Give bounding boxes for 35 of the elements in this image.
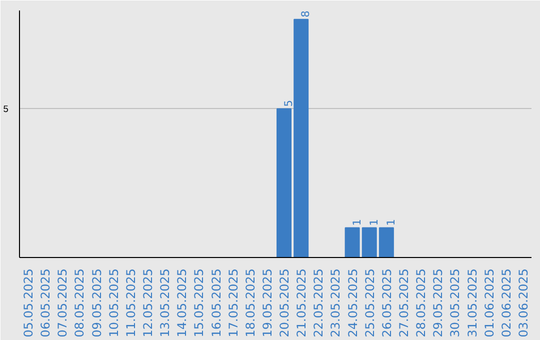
x-tick-label: 21.05.2025	[294, 268, 309, 338]
x-tick-label: 23.05.2025	[328, 268, 343, 338]
x-tick-label: 13.05.2025	[158, 268, 172, 338]
data-label: 5	[282, 100, 296, 107]
x-tick-label: 11.05.2025	[124, 268, 138, 338]
x-tick-label: 25.05.2025	[362, 268, 377, 338]
x-tick-label: 26.05.2025	[380, 268, 394, 338]
x-tick-label: 20.05.2025	[278, 268, 292, 338]
data-label: 1	[384, 218, 398, 226]
x-tick-label: 17.05.2025	[226, 268, 240, 338]
data-label: 1	[350, 218, 364, 226]
x-tick-label: 19.05.2025	[260, 268, 274, 338]
data-label: 8	[299, 10, 312, 18]
x-tick-label: 27.05.2025	[397, 268, 411, 338]
x-tick-label: 06.05.2025	[38, 268, 53, 338]
x-tick-label: 12.05.2025	[141, 268, 155, 338]
x-tick-label: 03.06.2025	[516, 268, 530, 338]
x-tick-label: 14.05.2025	[175, 268, 190, 338]
x-tick-label: 05.05.2025	[22, 268, 36, 338]
data-label: 1	[367, 218, 380, 226]
x-tick-label: 01.06.2025	[482, 268, 496, 338]
x-tick-label: 15.05.2025	[192, 268, 206, 338]
x-tick-label: 30.05.2025	[448, 268, 462, 338]
x-tick-label: 10.05.2025	[106, 268, 121, 338]
x-tick-label: 29.05.2025	[431, 268, 446, 338]
x-tick-label: 16.05.2025	[209, 268, 224, 338]
x-tick-label: 07.05.2025	[56, 268, 70, 338]
x-tick-label: 22.05.2025	[312, 268, 326, 338]
x-tick-label: 18.05.2025	[243, 268, 258, 338]
x-tick-label: 31.05.2025	[465, 268, 480, 338]
x-tick-label: 09.05.2025	[90, 268, 104, 338]
x-tick-label: 02.06.2025	[499, 268, 514, 338]
x-tick-label: 08.05.2025	[72, 268, 87, 338]
x-tick-label: 28.05.2025	[414, 268, 428, 338]
x-tick-label: 24.05.2025	[346, 268, 360, 338]
